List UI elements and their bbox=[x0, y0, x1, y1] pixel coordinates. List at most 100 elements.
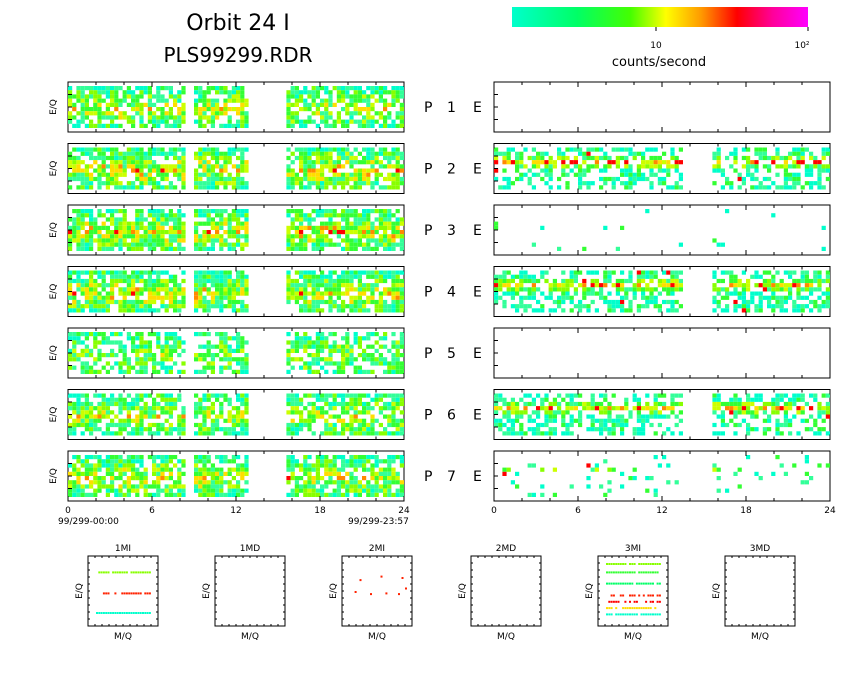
heat-cell bbox=[716, 414, 721, 419]
heat-cell bbox=[341, 151, 346, 156]
heat-cell bbox=[320, 397, 325, 402]
heat-cell bbox=[84, 168, 89, 173]
heat-cell bbox=[582, 406, 587, 411]
heat-cell bbox=[775, 164, 780, 169]
heat-cell bbox=[362, 431, 367, 436]
heat-cell bbox=[607, 164, 612, 169]
heat-cell bbox=[494, 147, 499, 152]
heat-cell bbox=[399, 369, 404, 374]
heat-cell bbox=[303, 123, 308, 128]
heat-cell bbox=[68, 336, 73, 341]
heat-cell bbox=[131, 308, 136, 313]
heat-cell bbox=[156, 115, 161, 120]
heat-cell bbox=[519, 274, 524, 279]
heat-cell bbox=[223, 185, 228, 190]
heat-cell bbox=[72, 102, 77, 107]
heat-cell bbox=[72, 332, 77, 337]
heat-cell bbox=[181, 168, 186, 173]
heat-cell bbox=[370, 283, 375, 288]
heat-cell bbox=[89, 90, 94, 95]
heat-cell bbox=[788, 287, 793, 292]
heat-cell bbox=[97, 86, 102, 91]
heat-cell bbox=[84, 246, 89, 251]
heat-cell bbox=[76, 111, 81, 116]
heat-cell bbox=[349, 115, 354, 120]
heat-cell bbox=[792, 172, 797, 177]
heat-cell bbox=[101, 98, 106, 103]
heat-cell bbox=[741, 164, 746, 169]
heat-cell bbox=[733, 291, 738, 296]
heat-cell bbox=[332, 414, 337, 419]
heat-cell bbox=[607, 160, 612, 165]
heat-cell bbox=[244, 238, 249, 243]
heat-cell bbox=[653, 160, 658, 165]
heat-cell bbox=[215, 283, 220, 288]
heat-cell bbox=[510, 401, 515, 407]
heat-cell bbox=[173, 304, 178, 309]
heat-cell bbox=[114, 230, 119, 235]
heat-cell bbox=[110, 459, 115, 464]
heat-cell bbox=[122, 238, 127, 243]
heat-cell bbox=[395, 278, 400, 284]
heat-cell bbox=[775, 304, 780, 309]
heat-cell bbox=[662, 431, 667, 436]
heat-cell bbox=[223, 304, 228, 309]
heat-cell bbox=[383, 246, 388, 251]
heat-cell bbox=[353, 185, 358, 190]
heat-cell bbox=[236, 94, 241, 99]
heat-cell bbox=[173, 213, 178, 218]
heat-cell bbox=[160, 164, 165, 169]
heat-cell bbox=[311, 344, 316, 349]
heat-cell bbox=[139, 168, 144, 173]
heat-cell bbox=[126, 160, 131, 165]
heat-cell bbox=[227, 225, 232, 230]
heat-cell bbox=[750, 176, 755, 182]
heat-cell bbox=[156, 225, 161, 230]
heat-cell bbox=[324, 369, 329, 374]
heat-cell bbox=[527, 155, 532, 161]
heat-cell bbox=[240, 397, 245, 402]
heat-cell bbox=[122, 418, 127, 423]
heat-cell bbox=[353, 111, 358, 116]
heat-cell bbox=[101, 340, 106, 345]
heat-cell bbox=[147, 107, 152, 112]
heat-cell bbox=[387, 406, 392, 411]
heat-cell bbox=[741, 304, 746, 309]
heat-cell bbox=[366, 86, 371, 91]
heat-cell bbox=[821, 185, 826, 190]
heat-cell bbox=[678, 270, 683, 275]
heat-cell bbox=[105, 111, 110, 116]
heat-cell bbox=[804, 270, 809, 275]
heat-cell bbox=[219, 410, 224, 415]
heat-cell bbox=[345, 410, 350, 415]
heat-cell bbox=[307, 340, 312, 345]
heat-cell bbox=[720, 431, 725, 436]
heat-cell bbox=[236, 278, 241, 284]
heat-cell bbox=[821, 418, 826, 423]
heat-cell bbox=[97, 123, 102, 128]
heat-cell bbox=[716, 147, 721, 152]
heat-cell bbox=[236, 86, 241, 91]
heat-cell bbox=[110, 176, 115, 182]
heat-cell bbox=[76, 397, 81, 402]
heat-cell bbox=[332, 209, 337, 214]
heat-cell bbox=[531, 291, 536, 296]
heat-cell bbox=[383, 344, 388, 349]
heat-cell bbox=[345, 332, 350, 337]
heat-cell bbox=[89, 484, 94, 489]
heat-cell bbox=[240, 151, 245, 156]
heat-cell bbox=[173, 361, 178, 366]
heat-cell bbox=[126, 102, 131, 107]
heat-cell bbox=[290, 418, 295, 423]
heat-cell bbox=[76, 86, 81, 91]
heat-cell bbox=[97, 283, 102, 288]
heat-cell bbox=[143, 480, 148, 485]
heat-cell bbox=[796, 160, 801, 165]
heat-cell bbox=[244, 397, 249, 402]
heat-cell bbox=[670, 410, 675, 415]
row-label-e: E bbox=[473, 162, 482, 178]
heat-cell bbox=[712, 431, 717, 436]
heat-cell bbox=[131, 168, 136, 173]
heat-cell bbox=[240, 107, 245, 112]
heat-cell bbox=[378, 151, 383, 156]
